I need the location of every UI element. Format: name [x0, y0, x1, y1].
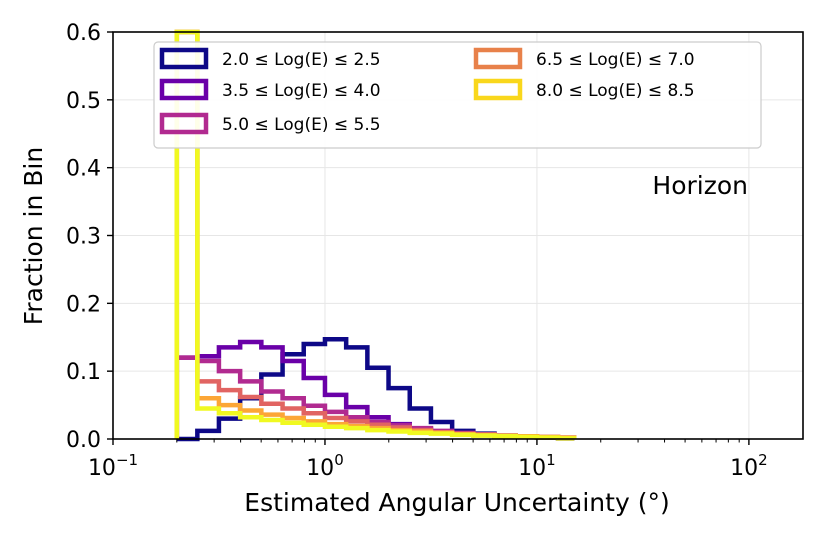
- y-tick-label: 0.6: [66, 21, 101, 46]
- legend-label: 2.0 ≤ Log(E) ≤ 2.5: [222, 50, 381, 70]
- y-tick-label: 0.4: [66, 157, 101, 182]
- series-line-6: [174, 29, 577, 441]
- legend-swatch: [159, 47, 209, 70]
- x-tick-labels: 10−1 100 101 102: [88, 451, 768, 481]
- y-tick-label: 0.1: [66, 360, 101, 385]
- legend-swatch: [473, 47, 523, 70]
- axis-ticks: [107, 31, 750, 445]
- legend-label: 3.5 ≤ Log(E) ≤ 4.0: [222, 81, 381, 101]
- horizon-annotation: Horizon: [652, 171, 748, 200]
- y-tick-labels: 0.0 0.1 0.2 0.3 0.4 0.5 0.6: [66, 21, 101, 453]
- legend-label: 8.0 ≤ Log(E) ≤ 8.5: [536, 81, 695, 101]
- legend-swatch: [473, 78, 523, 101]
- legend-label: 5.0 ≤ Log(E) ≤ 5.5: [222, 115, 381, 135]
- x-axis-title: Estimated Angular Uncertainty (°): [244, 488, 669, 517]
- x-tick-label: 101: [518, 451, 556, 481]
- y-tick-label: 0.3: [66, 225, 101, 250]
- x-tick-label: 102: [730, 451, 768, 481]
- y-tick-label: 0.0: [66, 428, 101, 453]
- x-tick-label: 10−1: [88, 451, 138, 481]
- legend-label: 6.5 ≤ Log(E) ≤ 7.0: [536, 50, 695, 70]
- y-tick-label: 0.5: [66, 89, 101, 114]
- legend: 2.0 ≤ Log(E) ≤ 2.5 3.5 ≤ Log(E) ≤ 4.0 5.0 …: [153, 41, 762, 149]
- x-tick-label: 100: [306, 451, 344, 481]
- legend-swatch: [159, 78, 209, 101]
- y-axis-title: Fraction in Bin: [19, 147, 48, 325]
- legend-swatch: [159, 112, 209, 135]
- legend-box: [153, 41, 762, 149]
- histogram-series: [174, 29, 577, 442]
- y-tick-label: 0.2: [66, 292, 101, 317]
